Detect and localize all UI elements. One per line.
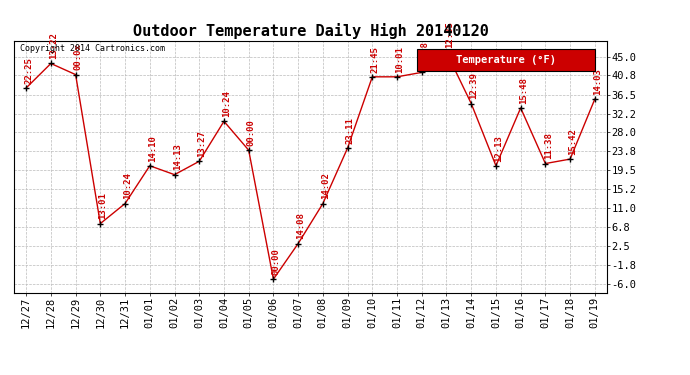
- Text: 14:03: 14:03: [593, 68, 602, 95]
- Text: 13:27: 13:27: [197, 130, 206, 157]
- Text: Temperature (°F): Temperature (°F): [456, 55, 556, 65]
- Text: 14:10: 14:10: [148, 135, 157, 162]
- Text: 15:48: 15:48: [519, 77, 528, 104]
- Text: 00:00: 00:00: [272, 248, 281, 275]
- Text: 22:25: 22:25: [24, 57, 33, 84]
- Text: 10:24: 10:24: [222, 90, 231, 117]
- Text: 12:35: 12:35: [445, 21, 454, 48]
- Text: 12:13: 12:13: [494, 135, 503, 162]
- Text: 11:38: 11:38: [544, 132, 553, 159]
- Text: 14:08: 14:08: [297, 213, 306, 239]
- Text: 14:13: 14:13: [172, 144, 181, 171]
- Text: 00:0x: 00:0x: [74, 44, 83, 70]
- Text: 10:01: 10:01: [395, 46, 404, 73]
- Text: 21:45: 21:45: [371, 46, 380, 73]
- Title: Outdoor Temperature Daily High 20140120: Outdoor Temperature Daily High 20140120: [132, 23, 489, 39]
- Text: 23:11: 23:11: [346, 117, 355, 144]
- Text: 17:58: 17:58: [420, 41, 429, 68]
- Text: 15:42: 15:42: [569, 128, 578, 155]
- Text: 00:00: 00:00: [247, 119, 256, 146]
- FancyBboxPatch shape: [417, 49, 595, 71]
- Text: Copyright 2014 Cartronics.com: Copyright 2014 Cartronics.com: [20, 44, 165, 53]
- Text: 14:02: 14:02: [321, 172, 330, 200]
- Text: 10:24: 10:24: [124, 172, 132, 200]
- Text: 13:22: 13:22: [49, 33, 58, 59]
- Text: 13:01: 13:01: [99, 192, 108, 219]
- Text: 12:39: 12:39: [469, 72, 478, 99]
